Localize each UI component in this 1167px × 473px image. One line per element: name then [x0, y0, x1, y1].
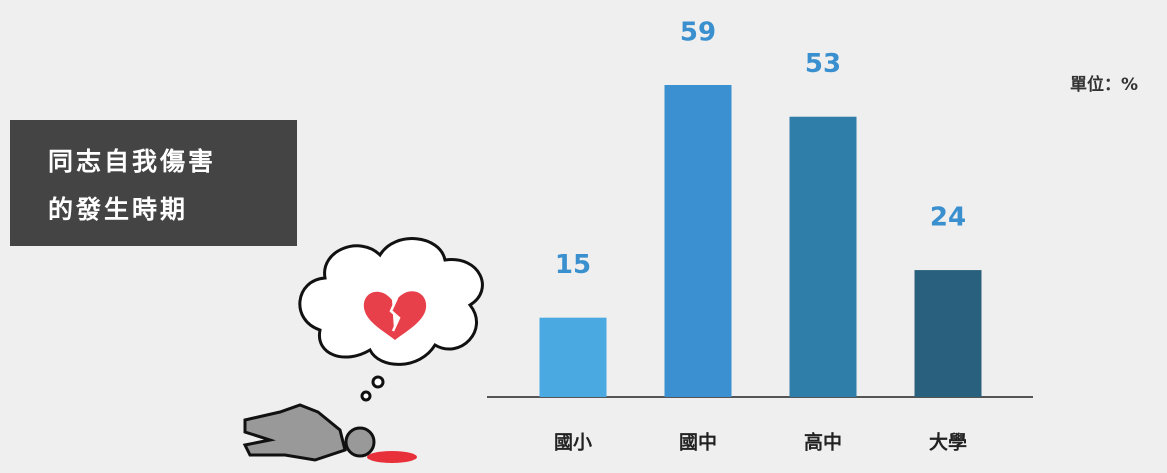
chart-title-line: 的發生時期 — [48, 195, 188, 224]
chart: 同志自我傷害 的發生時期 單位：% 15 國小 59 國中 53 高中 24 大學 — [0, 0, 1167, 473]
x-tick-label: 國小 — [554, 432, 592, 454]
x-tick-label: 國中 — [679, 431, 717, 454]
bar — [665, 85, 732, 397]
unit-label: 單位：% — [1070, 74, 1138, 95]
chart-title-line: 同志自我傷害 — [48, 147, 216, 176]
value-label: 53 — [805, 49, 841, 79]
x-tick-label: 大學 — [929, 431, 967, 454]
bar — [540, 318, 607, 397]
bar — [790, 117, 857, 397]
page: {"chart_data": {"type": "bar", "title": … — [0, 0, 1167, 473]
value-label: 15 — [555, 250, 591, 280]
bar — [915, 270, 982, 397]
x-tick-label: 高中 — [804, 431, 842, 454]
value-label: 59 — [680, 18, 716, 48]
title-box — [10, 120, 297, 246]
value-label: 24 — [930, 203, 966, 233]
